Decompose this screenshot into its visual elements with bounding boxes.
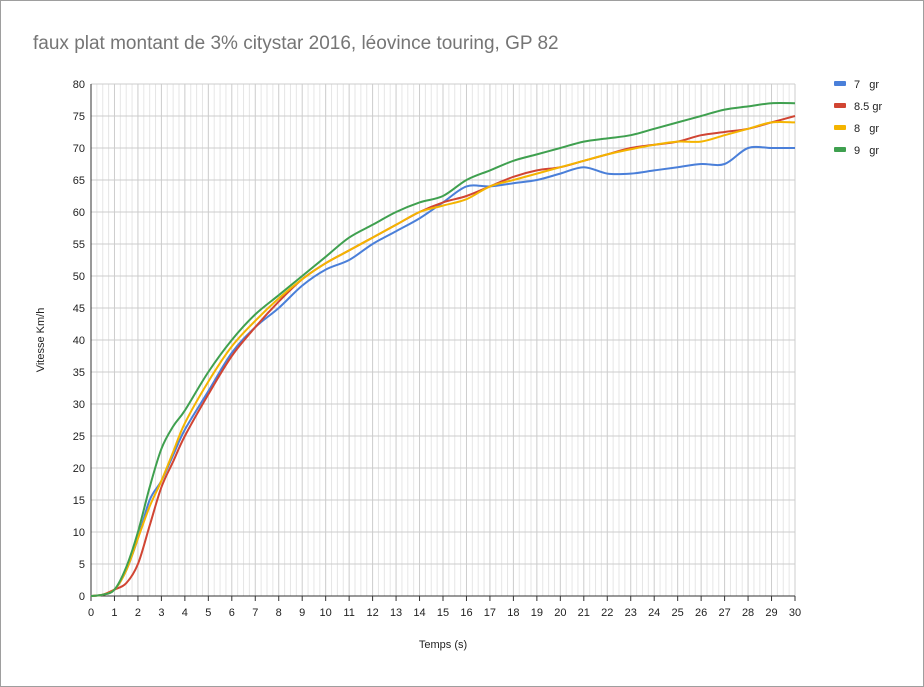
chart-title: faux plat montant de 3% citystar 2016, l… (33, 33, 559, 54)
y-tick-label: 20 (73, 463, 85, 475)
x-tick-label: 18 (507, 607, 519, 619)
x-tick-label: 14 (413, 607, 425, 619)
x-tick-label: 16 (460, 607, 472, 619)
x-tick-label: 13 (390, 607, 402, 619)
x-tick-label: 6 (229, 607, 235, 619)
y-tick-label: 80 (73, 79, 85, 91)
y-tick-label: 50 (73, 271, 85, 283)
legend-label: 8 gr (854, 123, 879, 135)
x-tick-label: 27 (718, 607, 730, 619)
legend-label: 9 gr (854, 145, 879, 157)
y-tick-label: 70 (73, 143, 85, 155)
x-tick-label: 22 (601, 607, 613, 619)
y-tick-label: 5 (79, 559, 85, 571)
x-tick-label: 1 (111, 607, 117, 619)
x-tick-label: 28 (742, 607, 754, 619)
legend-swatch (834, 81, 846, 86)
x-tick-label: 7 (252, 607, 258, 619)
x-tick-label: 0 (88, 607, 94, 619)
x-tick-label: 20 (554, 607, 566, 619)
y-tick-label: 35 (73, 367, 85, 379)
legend-swatch (834, 103, 846, 108)
y-tick-label: 30 (73, 399, 85, 411)
y-tick-label: 25 (73, 431, 85, 443)
legend-label: 8.5 gr (854, 101, 882, 113)
x-tick-label: 24 (648, 607, 660, 619)
y-tick-label: 75 (73, 111, 85, 123)
x-tick-label: 3 (158, 607, 164, 619)
y-axis-title: Vitesse Km/h (35, 308, 47, 373)
x-tick-label: 19 (531, 607, 543, 619)
y-tick-label: 10 (73, 527, 85, 539)
x-tick-label: 5 (205, 607, 211, 619)
x-tick-label: 10 (320, 607, 332, 619)
x-tick-label: 8 (276, 607, 282, 619)
x-tick-label: 4 (182, 607, 188, 619)
x-tick-label: 26 (695, 607, 707, 619)
x-tick-label: 23 (625, 607, 637, 619)
x-tick-label: 15 (437, 607, 449, 619)
y-tick-label: 45 (73, 303, 85, 315)
x-axis-title: Temps (s) (419, 639, 467, 651)
x-tick-label: 11 (343, 607, 354, 619)
y-tick-label: 40 (73, 335, 85, 347)
x-tick-label: 25 (672, 607, 684, 619)
series-line-3 (90, 101, 796, 597)
y-tick-label: 0 (79, 591, 85, 603)
x-tick-label: 29 (765, 607, 777, 619)
x-tick-label: 2 (135, 607, 141, 619)
x-tick-label: 12 (366, 607, 378, 619)
legend-swatch (834, 147, 846, 152)
x-tick-label: 9 (299, 607, 305, 619)
legend-label: 7 gr (854, 79, 879, 91)
y-tick-label: 55 (73, 239, 85, 251)
y-tick-label: 60 (73, 207, 85, 219)
x-tick-label: 30 (789, 607, 801, 619)
y-tick-label: 65 (73, 175, 85, 187)
y-tick-label: 15 (73, 495, 85, 507)
legend-swatch (834, 125, 846, 130)
series-line-2 (90, 120, 796, 597)
x-tick-label: 21 (578, 607, 590, 619)
x-tick-label: 17 (484, 607, 496, 619)
